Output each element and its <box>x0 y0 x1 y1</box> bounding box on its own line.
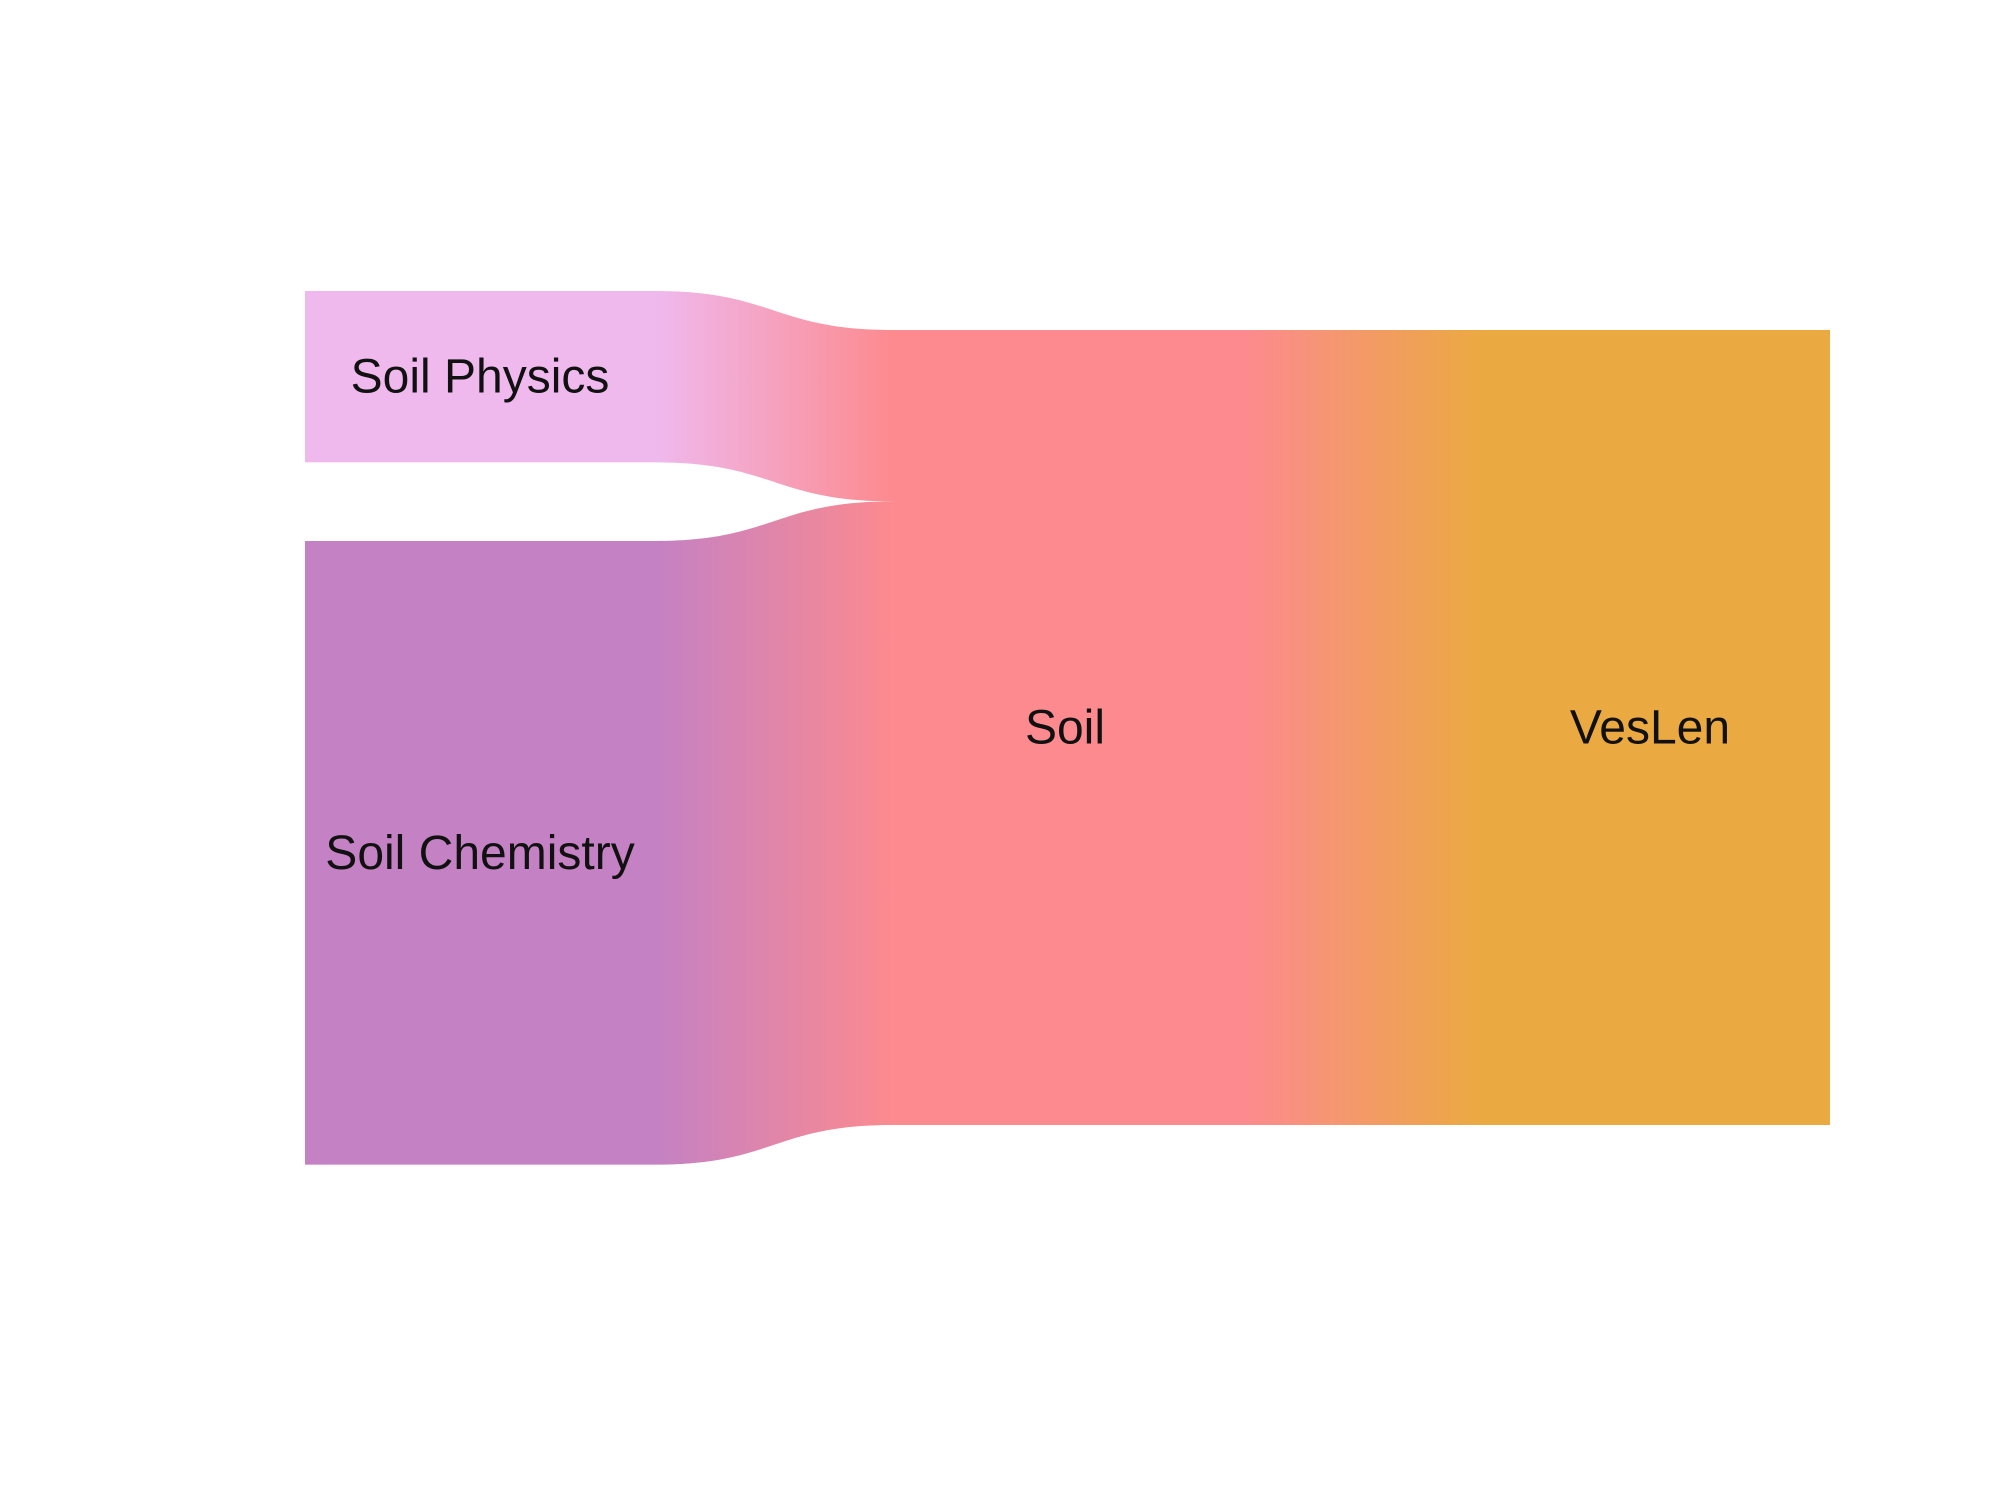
node-soil-physics <box>305 291 655 463</box>
node-label-soil: Soil <box>1025 702 1105 755</box>
node-soil <box>893 330 1243 1125</box>
link-soil-physics-to-soil <box>655 291 893 502</box>
node-label-soil-chemistry: Soil Chemistry <box>325 827 634 880</box>
node-label-soil-physics: Soil Physics <box>351 351 610 404</box>
node-label-veslen: VesLen <box>1570 702 1730 755</box>
link-soil-to-veslen <box>1243 330 1480 1125</box>
node-soil-chemistry <box>305 541 655 1165</box>
link-soil-chemistry-to-soil <box>655 501 893 1165</box>
node-veslen <box>1480 330 1830 1125</box>
